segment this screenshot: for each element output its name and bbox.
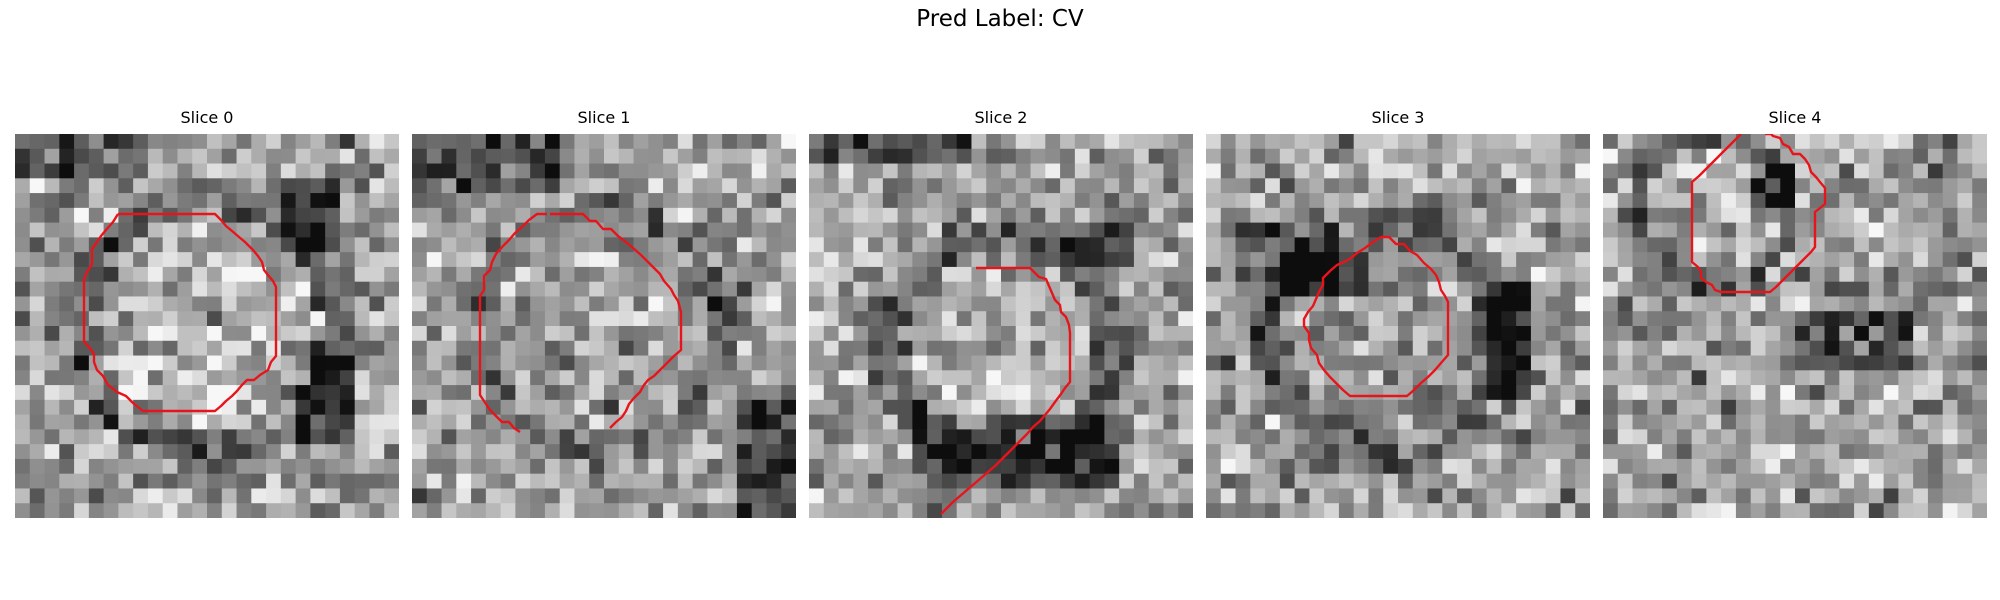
slice-image-3 — [1206, 134, 1590, 518]
slice-title-3: Slice 3 — [1371, 108, 1425, 127]
slice-pixels-1 — [412, 134, 796, 518]
prediction-contour-1-1 — [478, 212, 547, 433]
prediction-contour-2-0 — [940, 266, 1072, 515]
prediction-contour-4-0 — [1690, 134, 1827, 294]
prediction-contour-3-0 — [1302, 235, 1450, 398]
slice-pixels-4 — [1603, 134, 1987, 518]
slice-title-2: Slice 2 — [974, 108, 1028, 127]
slice-pixels-0 — [15, 134, 399, 518]
slice-image-1 — [412, 134, 796, 518]
prediction-contour-1-0 — [550, 212, 683, 429]
prediction-contour-0-0 — [82, 212, 278, 413]
slice-pixels-2 — [809, 134, 1193, 518]
slice-title-1: Slice 1 — [577, 108, 631, 127]
slice-title-0: Slice 0 — [180, 108, 234, 127]
slice-title-4: Slice 4 — [1768, 108, 1822, 127]
slice-image-0 — [15, 134, 399, 518]
slice-image-4 — [1603, 134, 1987, 518]
figure-title: Pred Label: CV — [916, 6, 1084, 32]
slice-image-2 — [809, 134, 1193, 518]
slice-pixels-3 — [1206, 134, 1590, 518]
